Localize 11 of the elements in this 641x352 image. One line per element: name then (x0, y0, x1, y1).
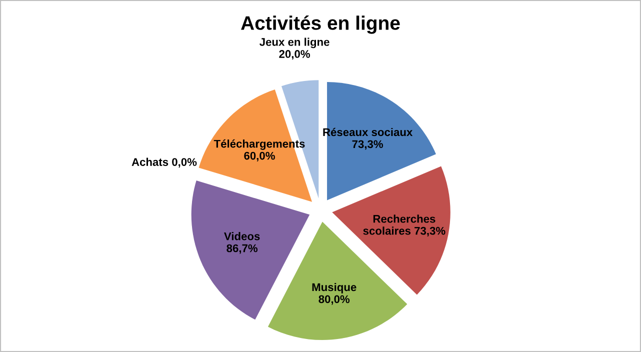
slice-label: Jeux en ligne (260, 38, 330, 48)
data-label: 20,0% (279, 50, 310, 60)
slice-label: Videos (224, 232, 260, 240)
data-label: 80,0% (318, 295, 350, 305)
category-label: Achats 0,0% (132, 158, 197, 168)
slice-label: Recherches scolaires 73,3% (363, 214, 446, 236)
data-label: 86,7% (226, 244, 258, 254)
data-label: 60,0% (244, 152, 275, 162)
data-label: 73,3% (352, 140, 384, 150)
chart-title: Activités en ligne (241, 15, 400, 34)
slice-label: Musique (312, 282, 356, 294)
